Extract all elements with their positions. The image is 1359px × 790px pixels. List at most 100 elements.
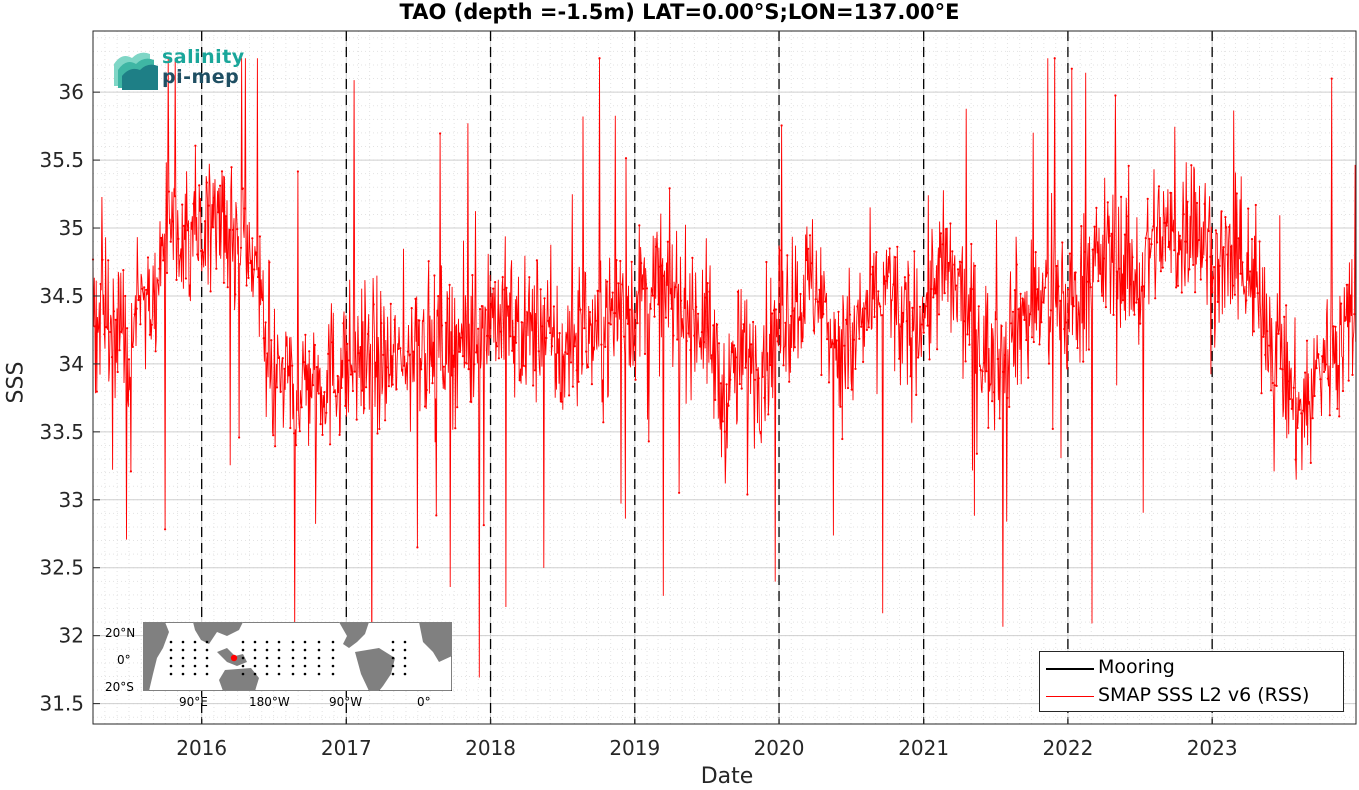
series-point-smap: [714, 398, 717, 401]
series-point-smap: [1099, 272, 1102, 275]
tao-buoy-dot: [403, 672, 407, 676]
series-point-smap: [526, 311, 529, 314]
series-point-smap: [717, 342, 721, 345]
series-point-smap: [945, 227, 948, 230]
series-point-smap: [1305, 339, 1309, 342]
series-point-smap: [422, 319, 425, 322]
x-tick-label: 2023: [1187, 736, 1238, 760]
series-point-smap: [1190, 164, 1193, 167]
series-point-smap: [841, 437, 844, 441]
series-point-smap: [1222, 246, 1225, 249]
series-point-smap: [1072, 305, 1075, 308]
series-point-smap: [279, 390, 282, 393]
series-point-smap: [289, 426, 292, 430]
series-point-smap: [236, 228, 239, 231]
series-point-smap: [973, 264, 977, 267]
tao-buoy-dot: [331, 664, 335, 668]
series-point-smap: [1150, 243, 1153, 246]
series-point-smap: [124, 294, 127, 298]
series-point-smap: [1027, 376, 1030, 379]
series-point-smap: [742, 323, 745, 326]
series-point-smap: [862, 360, 865, 363]
series-point-smap: [789, 314, 793, 318]
x-tick-label: 2017: [321, 736, 372, 760]
series-point-smap: [568, 394, 571, 397]
series-point-smap: [268, 261, 271, 264]
series-point-smap: [602, 421, 605, 424]
series-point-smap: [1129, 283, 1132, 286]
series-point-smap: [306, 388, 309, 391]
series-point-smap: [611, 291, 614, 294]
series-point-smap: [393, 318, 396, 321]
series-point-smap: [729, 378, 732, 381]
series-point-smap: [1004, 354, 1007, 357]
series-point-smap: [791, 309, 795, 312]
series-point-smap: [287, 365, 290, 368]
series-point-smap: [1281, 368, 1284, 371]
series-point-smap: [1108, 234, 1111, 238]
series-point-smap: [219, 184, 222, 187]
series-point-smap: [118, 349, 121, 352]
series-point-smap: [1046, 271, 1049, 274]
series-point-smap: [918, 305, 922, 308]
series-point-smap: [501, 276, 504, 279]
series-point-smap: [1104, 306, 1107, 309]
series-point-smap: [860, 325, 863, 328]
series-point-smap: [771, 312, 774, 315]
series-point-smap: [1169, 191, 1172, 194]
series-point-smap: [1271, 381, 1274, 385]
series-point-smap: [626, 322, 630, 325]
series-point-smap: [127, 358, 131, 361]
series-point-smap: [1243, 289, 1246, 293]
series-point-smap: [845, 318, 848, 321]
series-point-smap: [1044, 286, 1047, 289]
series-point-smap: [414, 297, 417, 300]
logo-waves-icon: [114, 52, 158, 90]
series-point-smap: [129, 470, 132, 473]
series-point-smap: [484, 308, 487, 311]
series-point-smap: [1237, 237, 1240, 240]
series-point-smap: [1349, 294, 1352, 297]
series-point-smap: [116, 370, 119, 374]
series-point-smap: [1140, 289, 1144, 292]
series-point-smap: [725, 383, 728, 386]
series-point-smap: [298, 430, 301, 433]
tao-buoy-dot: [241, 656, 245, 660]
series-point-smap: [122, 269, 125, 272]
series-point-smap: [1085, 280, 1089, 283]
series-point-smap: [389, 302, 392, 305]
series-point-smap: [1224, 216, 1227, 219]
series-point-smap: [1275, 384, 1278, 387]
chart-title: TAO (depth =-1.5m) LAT=0.00°S;LON=137.00…: [399, 0, 960, 24]
series-point-smap: [852, 338, 855, 341]
series-point-smap: [744, 366, 747, 369]
tao-buoy-dot: [265, 672, 269, 676]
series-point-smap: [776, 340, 779, 343]
series-point-smap: [683, 306, 686, 309]
series-point-smap: [1049, 309, 1052, 312]
series-point-smap: [757, 377, 760, 380]
series-point-smap: [105, 326, 108, 329]
series-point-smap: [689, 348, 692, 352]
series-point-smap: [480, 305, 483, 308]
series-point-smap: [962, 320, 965, 323]
year-divider-lines: [201, 31, 1213, 724]
series-point-smap: [549, 331, 552, 335]
series-point-smap: [1061, 241, 1064, 244]
series-point-smap: [293, 432, 296, 435]
series-point-smap: [391, 383, 394, 386]
grid-layer: [93, 31, 1356, 724]
inset-lon-label-90w: 90°W: [329, 695, 363, 709]
series-point-smap: [141, 287, 144, 290]
tao-buoy-dot: [331, 640, 335, 644]
series-point-smap: [175, 278, 178, 281]
legend-label-smap: SMAP SSS L2 v6 (RSS): [1098, 684, 1310, 706]
series-point-smap: [1252, 330, 1255, 333]
tao-buoy-dot: [403, 656, 407, 660]
series-point-smap: [365, 386, 368, 389]
series-point-smap: [716, 323, 719, 326]
series-point-smap: [664, 316, 668, 319]
series-point-smap: [1176, 284, 1180, 287]
series-point-smap: [454, 427, 457, 430]
